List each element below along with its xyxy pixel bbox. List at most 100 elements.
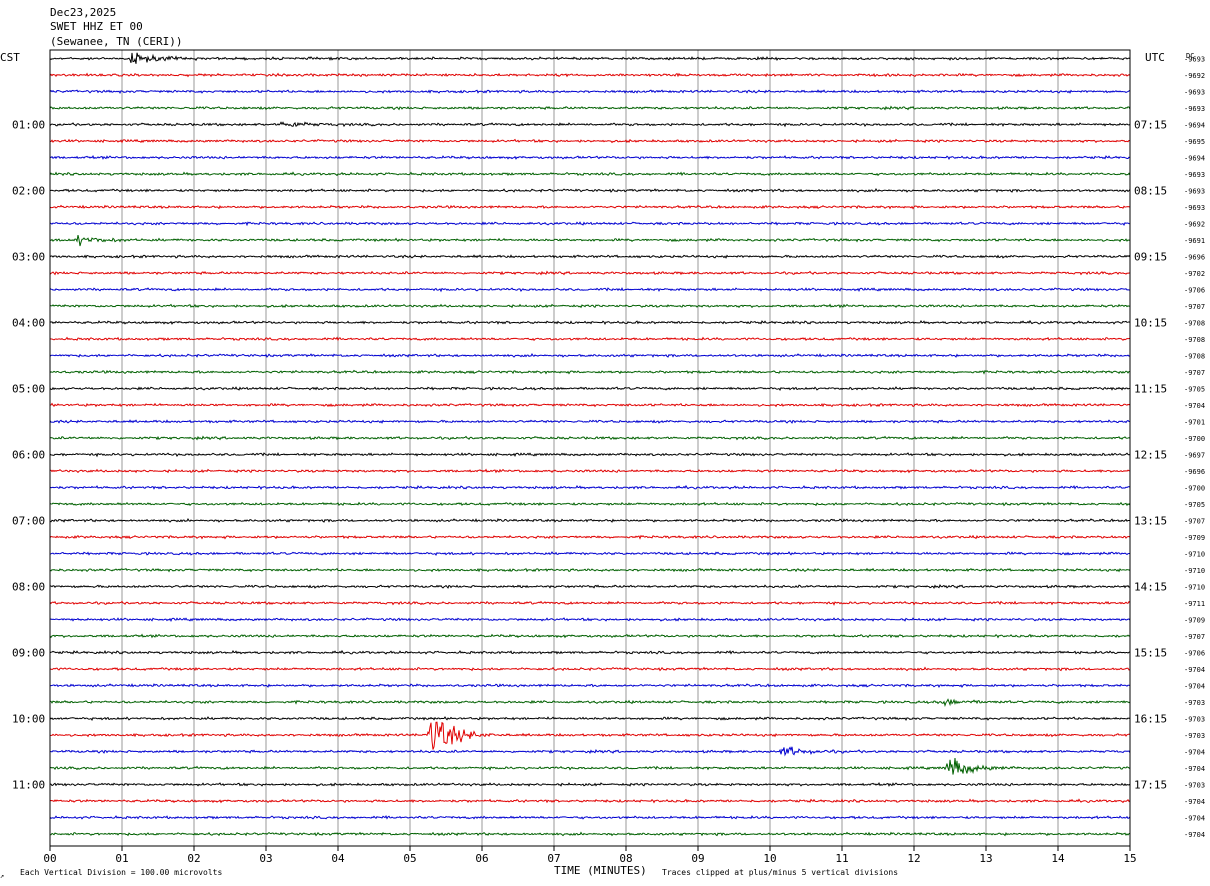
date-label: Dec23,2025 [50,6,116,19]
dc-offset-label: -9703 [1184,732,1205,740]
seismic-trace [49,584,1131,590]
dc-offset-label: -9707 [1184,369,1205,377]
dc-offset-label: -9705 [1184,386,1205,394]
dc-offset-label: -9704 [1184,683,1205,691]
dc-offset-label: -9710 [1184,584,1205,592]
right-hour-label: 12:15 [1134,449,1167,462]
seismic-trace [49,567,1131,573]
right-hour-label: 13:15 [1134,515,1167,528]
dc-offset-label: -9706 [1184,650,1205,658]
dc-offset-label: -9706 [1184,287,1205,295]
x-tick-label: 15 [1123,852,1136,865]
left-hour-label: 03:00 [12,251,45,264]
dc-offset-label: -9710 [1184,567,1205,575]
seismic-trace [49,758,1131,775]
x-tick-label: 03 [259,852,272,865]
dc-offset-label: -9692 [1184,221,1205,229]
seismic-trace [49,72,1131,78]
x-tick-label: 01 [115,852,128,865]
dc-offset-label: -9695 [1184,138,1205,146]
time-grid [49,50,1131,851]
seismic-trace [49,221,1131,227]
dc-offset-label: -9708 [1184,336,1205,344]
dc-offset-label: -9692 [1184,72,1205,80]
seismic-trace [49,617,1131,622]
dc-offset-label: -9693 [1184,171,1205,179]
seismic-trace [49,369,1131,375]
x-tick-label: 04 [331,852,345,865]
seismic-trace [49,105,1131,111]
x-axis-title: TIME (MINUTES) [554,864,647,877]
right-hour-label: 16:15 [1134,713,1167,726]
seismic-trace [49,746,1131,757]
seismic-trace [49,484,1131,490]
seismic-trace [49,352,1131,358]
left-hour-label: 09:00 [12,647,45,660]
seismic-trace [49,666,1131,672]
dc-offset-label: -9708 [1184,353,1205,361]
trace-group [49,52,1131,837]
seismic-trace [49,501,1131,507]
left-hour-label: 05:00 [12,383,45,396]
seismic-trace [49,452,1131,458]
seismic-trace [49,534,1131,540]
dc-offset-label: -9711 [1184,600,1205,608]
seismic-trace [49,551,1131,556]
dc-offset-label: -9704 [1184,749,1205,757]
dc-offset-label: -9696 [1184,254,1205,262]
seismic-trace [49,781,1131,787]
left-hour-label: 10:00 [12,713,45,726]
dc-offset-label: -9709 [1184,534,1205,542]
right-hour-label: 11:15 [1134,383,1167,396]
seismic-trace [49,121,1131,128]
dc-offset-label: -9696 [1184,468,1205,476]
station-label: SWET HHZ ET 00 [50,20,143,33]
dc-offset-label: -9691 [1184,237,1205,245]
dc-offset-label: -9702 [1184,270,1205,278]
x-tick-label: 09 [691,852,704,865]
seismic-trace [49,171,1131,177]
label-group: 00 01 02 03 04 05 06 07 08 09 10 11 12 13 14 15 -9693 -96… [12,56,1205,866]
dc-offset-label: -9693 [1184,188,1205,196]
seismic-trace [49,270,1131,276]
seismic-trace [49,419,1131,424]
dc-offset-label: -9693 [1184,105,1205,113]
seismic-trace [49,386,1131,391]
x-tick-label: 00 [43,852,56,865]
dc-offset-label: -9703 [1184,699,1205,707]
dc-offset-label: -9694 [1184,155,1205,163]
dc-offset-label: -9704 [1184,815,1205,823]
dc-offset-label: -9693 [1184,204,1205,212]
right-hour-label: 08:15 [1134,185,1167,198]
x-tick-label: 02 [187,852,200,865]
dc-offset-label: -9708 [1184,320,1205,328]
left-hour-label: 06:00 [12,449,45,462]
seismic-trace [49,716,1131,721]
right-hour-label: 07:15 [1134,119,1167,132]
dc-offset-label: -9701 [1184,419,1205,427]
dc-offset-label: -9697 [1184,452,1205,460]
seismic-trace [49,319,1131,325]
seismic-trace [49,798,1131,804]
x-tick-label: 05 [403,852,416,865]
seismic-trace [49,52,1131,64]
dc-offset-label: -9704 [1184,798,1205,806]
seismic-trace [49,600,1131,606]
seismic-trace [49,336,1131,342]
dc-offset-label: -9703 [1184,716,1205,724]
seismic-trace [49,649,1131,655]
dc-offset-label: -9710 [1184,551,1205,559]
dc-offset-label: -9703 [1184,782,1205,790]
x-tick-label: 14 [1051,852,1065,865]
left-hour-label: 02:00 [12,185,45,198]
x-tick-label: 13 [979,852,992,865]
right-timezone-label: UTC [1145,51,1165,64]
left-timezone-label: CST [0,51,20,64]
x-tick-label: 10 [763,852,776,865]
right-hour-label: 17:15 [1134,779,1167,792]
dc-offset-label: -9704 [1184,666,1205,674]
dc-offset-label: -9707 [1184,303,1205,311]
seismic-trace [49,154,1131,160]
dc-label: DC [1186,52,1194,60]
